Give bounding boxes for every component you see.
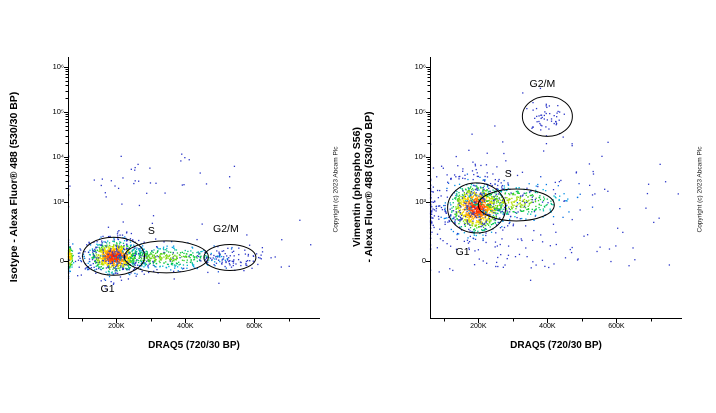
x-axis-title: DRAQ5 (720/30 BP) xyxy=(510,340,602,351)
scatter-canvas-isotype xyxy=(62,57,320,324)
y-axis-title-line: Isotype - Alexa Fluor® 488 (530/30 BP) xyxy=(8,91,20,283)
y-tick-label: 10⁶ xyxy=(52,62,64,71)
y-tick-label: 10³ xyxy=(53,197,64,206)
x-tick-label: 200K xyxy=(108,323,125,330)
copyright-text: Copyright (c) 2023 Abcam Plc xyxy=(332,146,340,233)
y-tick-label: 10³ xyxy=(415,197,426,206)
y-axis-title-line: Vimentin (phospho S56) xyxy=(351,127,363,247)
x-tick-label: 600K xyxy=(608,323,625,330)
y-tick-label: 10⁶ xyxy=(414,62,426,71)
gate-label-s: S xyxy=(147,224,155,237)
gate-label-g1: G1 xyxy=(100,283,115,296)
y-axis-title: Vimentin (phospho S56) - Alexa Fluor® 48… xyxy=(351,37,375,337)
y-tick-label: 10⁴ xyxy=(414,152,426,161)
gate-label-s: S xyxy=(504,167,512,180)
copyright-text: Copyright (c) 2023 Abcam Plc xyxy=(696,146,704,233)
x-axis-title: DRAQ5 (720/30 BP) xyxy=(148,340,240,351)
x-tick-label: 200K xyxy=(470,323,487,330)
y-tick-label: 10⁴ xyxy=(52,152,64,161)
x-tick-label: 400K xyxy=(177,323,194,330)
y-axis-title-line: - Alexa Fluor® 488 (530/30 BP) xyxy=(363,111,375,263)
y-tick-label: 10⁵ xyxy=(414,107,426,116)
gate-label-g2m: G2/M xyxy=(213,223,239,236)
scatter-canvas-vimentin xyxy=(424,57,682,324)
plot-vimentin: Vimentin (phospho S56) - Alexa Fluor® 48… xyxy=(351,0,716,413)
gate-label-g2m: G2/M xyxy=(529,78,556,91)
plot-isotype: Isotype - Alexa Fluor® 488 (530/30 BP) D… xyxy=(8,47,340,351)
y-axis-title: Isotype - Alexa Fluor® 488 (530/30 BP) xyxy=(8,47,20,327)
x-tick-label: 400K xyxy=(539,323,556,330)
y-tick-label: 0 xyxy=(59,256,64,265)
gate-label-g1: G1 xyxy=(455,245,470,258)
x-tick-label: 600K xyxy=(246,323,263,330)
y-tick-label: 10⁵ xyxy=(52,107,64,116)
y-tick-label: 0 xyxy=(421,256,426,265)
